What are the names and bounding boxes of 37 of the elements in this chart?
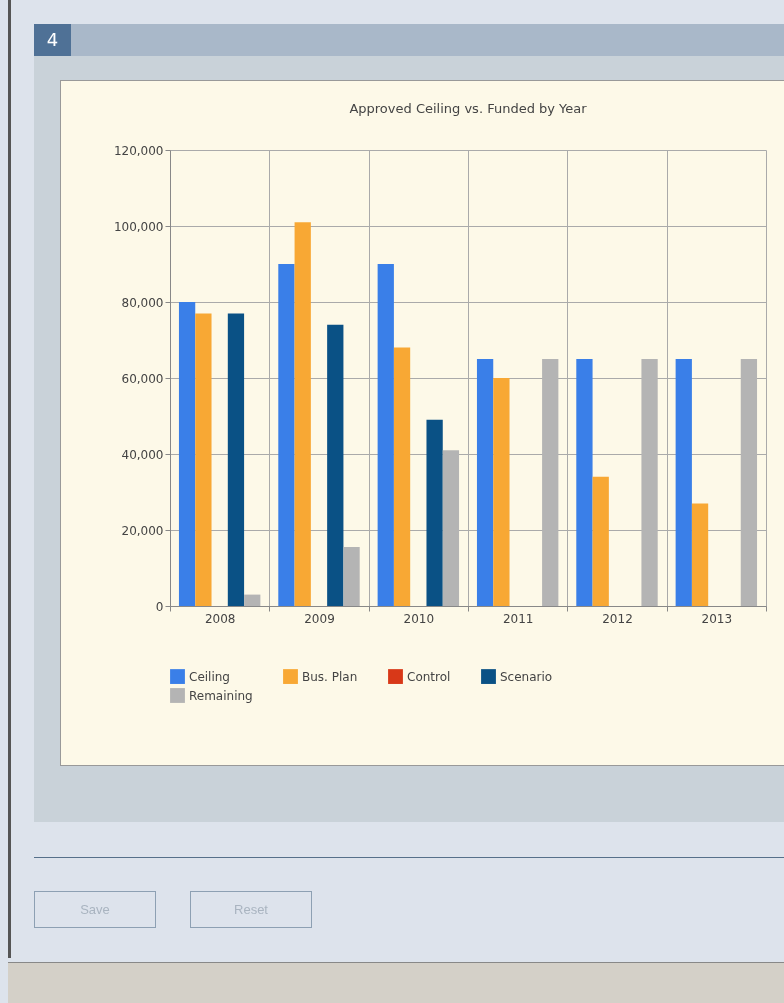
y-tick-label: 100,000 bbox=[113, 219, 164, 234]
bar bbox=[393, 347, 411, 606]
bar bbox=[426, 419, 443, 606]
y-tick-label: 0 bbox=[155, 599, 164, 614]
bar bbox=[592, 476, 609, 606]
x-tick-label: 2011 bbox=[502, 611, 534, 626]
y-tick-label: 80,000 bbox=[121, 295, 164, 310]
text: 4 bbox=[34, 24, 71, 56]
x-tick-label: 2012 bbox=[602, 611, 633, 626]
bar bbox=[178, 302, 196, 606]
bar bbox=[343, 547, 360, 606]
x-tick-label: 2013 bbox=[701, 611, 733, 626]
legend-label: Remaining bbox=[189, 688, 253, 703]
bar bbox=[493, 378, 510, 606]
x-tick-label: 2009 bbox=[304, 611, 335, 626]
legend-label: Bus. Plan bbox=[302, 669, 358, 684]
bar bbox=[294, 222, 311, 606]
x-tick-label: 2010 bbox=[403, 611, 435, 626]
y-tick-label: 120,000 bbox=[113, 143, 164, 158]
bar bbox=[278, 264, 295, 606]
bar bbox=[675, 359, 692, 606]
bar bbox=[327, 324, 344, 606]
chart-title: Approved Ceiling vs. Funded by Year bbox=[349, 101, 588, 116]
bar bbox=[691, 503, 709, 606]
bar bbox=[377, 264, 394, 606]
legend-label: Ceiling bbox=[189, 669, 230, 684]
bar bbox=[476, 359, 494, 606]
x-tick-label: 2008 bbox=[204, 611, 236, 626]
bar bbox=[244, 594, 261, 606]
y-tick-label: 20,000 bbox=[121, 523, 164, 538]
legend-label: Control bbox=[407, 669, 451, 684]
y-tick-label: 60,000 bbox=[121, 371, 164, 386]
bar bbox=[227, 313, 245, 606]
legend-label: Scenario bbox=[500, 669, 553, 684]
bar bbox=[576, 359, 593, 606]
bar bbox=[195, 313, 212, 606]
y-tick-label: 40,000 bbox=[121, 447, 164, 462]
